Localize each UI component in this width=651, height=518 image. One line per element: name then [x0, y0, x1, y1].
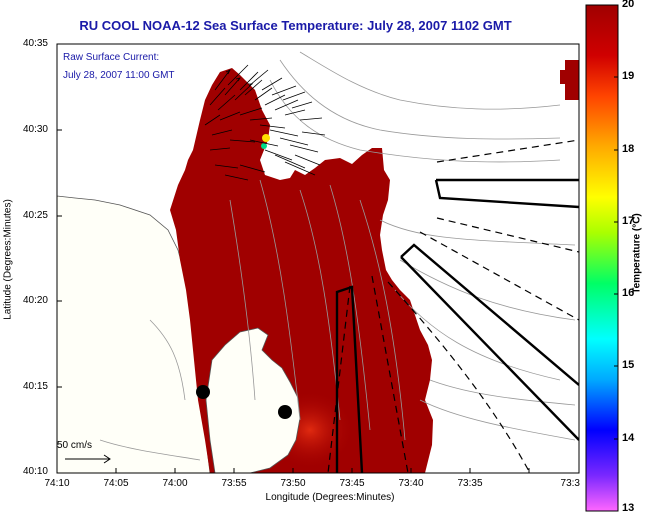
- axis-ticks: [56, 43, 530, 473]
- ytick-label: 40:10: [22, 466, 48, 477]
- colorbar-tick-label: 19: [622, 70, 635, 82]
- xtick-label: 73:50: [280, 478, 306, 489]
- colorbar-label: Temperature (°C): [631, 213, 643, 294]
- land-inland: [205, 327, 301, 473]
- xtick-label: 73:3: [560, 478, 580, 489]
- station-marker: [196, 385, 210, 399]
- colorbar-ticks: [614, 4, 618, 512]
- xtick-label: 74:10: [44, 478, 70, 489]
- scale-label: 50 cm/s: [57, 440, 93, 451]
- colorbar-tick-label: 17: [622, 215, 635, 227]
- ytick-label: 40:20: [22, 295, 48, 306]
- colorbar-tick-label: 18: [622, 143, 635, 155]
- xtick-label: 74:00: [162, 478, 188, 489]
- colorbar-tick-label: 13: [622, 502, 635, 514]
- colorbar-tick-label: 14: [622, 432, 635, 444]
- x-axis-label: Longitude (Degrees:Minutes): [265, 492, 395, 503]
- colorbar-tick-label: 20: [622, 0, 635, 10]
- sst-hotspot-green: [261, 143, 267, 149]
- xtick-label: 73:55: [221, 478, 247, 489]
- current-vectors: [204, 64, 326, 181]
- xtick-label: 73:45: [339, 478, 365, 489]
- scale-arrow: [65, 454, 111, 464]
- xtick-label: 73:35: [457, 478, 483, 489]
- map-title: RU COOL NOAA-12 Sea Surface Temperature:…: [79, 18, 512, 33]
- ytick-label: 40:15: [22, 381, 48, 392]
- colorbar: [585, 4, 619, 512]
- sst-hotspot-yellow: [262, 134, 270, 142]
- xtick-label: 73:40: [398, 478, 424, 489]
- ytick-label: 40:35: [22, 38, 48, 49]
- station-marker: [278, 405, 292, 419]
- ytick-label: 40:25: [22, 210, 48, 221]
- colorbar-tick-label: 15: [622, 359, 635, 371]
- colorbar-tick-label: 16: [622, 287, 635, 299]
- radar-range-lines: [327, 139, 579, 473]
- current-note-line1: Raw Surface Current:: [63, 52, 160, 63]
- bathymetry-contours: [99, 51, 576, 461]
- y-axis-label: Latitude (Degrees:Minutes): [2, 199, 14, 320]
- ytick-label: 40:30: [22, 124, 48, 135]
- xtick-label: 74:05: [103, 478, 129, 489]
- current-note-line2: July 28, 2007 11:00 GMT: [63, 70, 175, 81]
- glider-tracks: [335, 178, 579, 473]
- plot-frame: [56, 43, 580, 474]
